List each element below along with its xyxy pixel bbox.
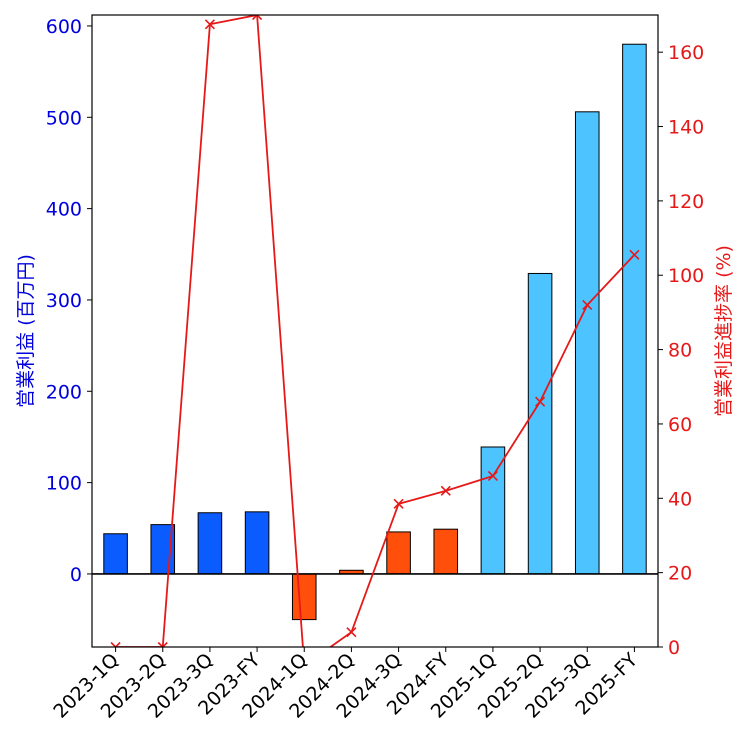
marker-2023-FY — [252, 15, 263, 21]
bar-2024-1Q — [291, 573, 317, 621]
right-axis-label: 営業利益進捗率 (%) — [713, 245, 735, 417]
right-axis: 0 20 40 60 80 100 120 140 160 — [658, 42, 704, 659]
right-tick-label: 40 — [668, 488, 692, 510]
bar-2025-3Q — [574, 111, 600, 575]
left-tick-label: 100 — [46, 473, 82, 495]
left-tick-label: 600 — [46, 16, 82, 38]
plot-frame — [91, 14, 659, 648]
right-tick-label: 100 — [668, 265, 704, 287]
marker-2023-1Q — [110, 641, 121, 647]
right-tick-label: 60 — [668, 414, 692, 436]
bar-2025-FY — [622, 43, 647, 575]
left-tick-label: 200 — [46, 381, 82, 403]
left-axis: 0 100 200 300 400 500 600 — [46, 16, 92, 586]
marker-2024-2Q — [346, 627, 357, 638]
marker-2025-FY — [629, 249, 640, 260]
marker-2025-3Q — [582, 299, 593, 311]
left-tick-label: 400 — [46, 199, 82, 221]
right-tick-label: 0 — [668, 637, 680, 659]
progress-line — [115, 15, 636, 647]
bar-2023-1Q — [103, 533, 128, 575]
bar-2025-2Q — [527, 272, 553, 575]
bar-2024-3Q — [386, 531, 411, 575]
right-tick-label: 140 — [668, 117, 704, 139]
right-tick-label: 20 — [668, 563, 692, 585]
marker-2023-2Q — [157, 641, 168, 647]
line-series — [110, 15, 640, 647]
bar-2024-FY — [433, 528, 459, 575]
bar-2025-1Q — [480, 446, 506, 575]
right-tick-label: 80 — [668, 340, 692, 362]
marker-2025-2Q — [535, 396, 546, 407]
left-axis-label: 営業利益 (百万円) — [15, 254, 37, 408]
bar-2023-3Q — [197, 512, 223, 575]
left-tick-label: 500 — [46, 107, 82, 129]
right-tick-label: 160 — [668, 42, 704, 64]
marker-2023-3Q — [204, 19, 215, 30]
left-tick-label: 300 — [46, 290, 82, 312]
marker-2024-3Q — [393, 498, 404, 509]
bar-series — [103, 43, 647, 621]
bar-2023-FY — [244, 511, 270, 575]
x-axis: 2023-1Q2023-2Q2023-3Q2023-FY2024-1Q2024-… — [49, 647, 642, 723]
marker-2024-FY — [440, 485, 451, 496]
marker-2025-1Q — [487, 470, 498, 482]
left-tick-label: 0 — [70, 564, 82, 586]
right-tick-label: 120 — [668, 191, 704, 213]
